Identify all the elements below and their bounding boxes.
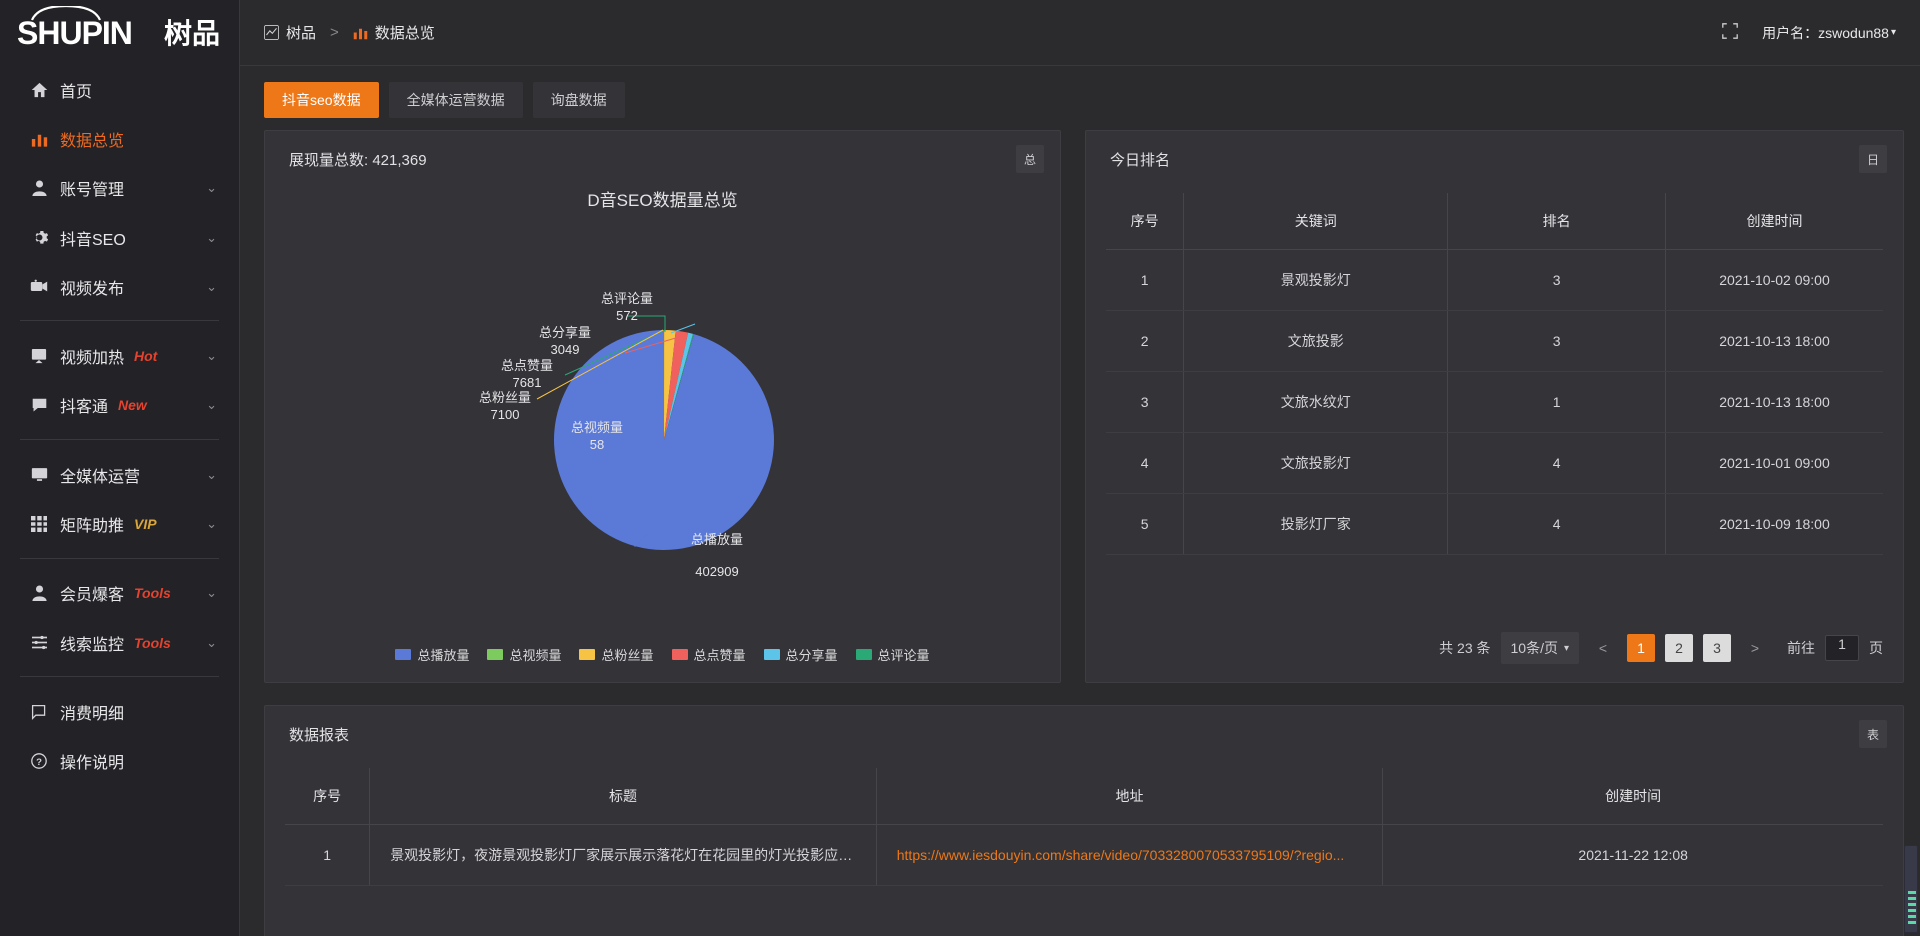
svg-text:总分享量: 总分享量 (539, 325, 591, 340)
svg-text:3049: 3049 (551, 342, 580, 357)
svg-text:SHUPIN: SHUPIN (18, 15, 132, 51)
svg-text:总播放量: 总播放量 (691, 532, 743, 547)
svg-text:7100: 7100 (491, 407, 520, 422)
svg-text:572: 572 (616, 308, 638, 323)
svg-text:402909: 402909 (695, 564, 738, 579)
svg-text:总评论量: 总评论量 (601, 291, 653, 306)
svg-text:总粉丝量: 总粉丝量 (479, 390, 531, 405)
svg-text:树品: 树品 (164, 18, 220, 49)
svg-text:58: 58 (590, 437, 604, 452)
svg-text:7681: 7681 (513, 375, 542, 390)
svg-text:?: ? (36, 757, 42, 768)
svg-text:总点赞量: 总点赞量 (501, 358, 553, 373)
svg-text:总视频量: 总视频量 (571, 420, 623, 435)
